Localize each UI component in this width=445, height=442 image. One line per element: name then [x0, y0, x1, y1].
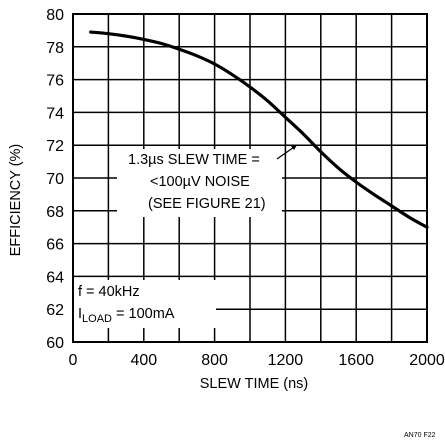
slew-note-line-2: <100µV NOISE	[150, 174, 250, 190]
series-group	[89, 30, 429, 229]
figure-id: AN70 F22	[404, 432, 436, 439]
y-tick-label: 70	[46, 171, 64, 188]
annotation-mask	[74, 280, 216, 328]
x-tick-label: 400	[130, 352, 157, 369]
y-tick-label: 62	[46, 302, 64, 319]
y-tick-label: 68	[46, 204, 64, 221]
annotation-mask	[117, 149, 282, 217]
x-tick-label: 2000	[409, 352, 445, 369]
efficiency-curve	[89, 30, 429, 229]
x-tick-label: 800	[201, 352, 228, 369]
y-tick-label: 72	[46, 138, 64, 155]
y-tick-label: 66	[46, 237, 64, 254]
plot-frame	[72, 13, 428, 343]
iload-subscript: LOAD	[82, 313, 112, 325]
y-tick-label: 60	[46, 335, 64, 352]
freq-condition: f = 40kHz	[78, 284, 140, 300]
slew-note-line-3: (SEE FIGURE 21)	[148, 196, 266, 212]
y-tick-label: 76	[46, 73, 64, 90]
annotation-masks	[74, 149, 282, 328]
x-tick-label: 1600	[338, 352, 374, 369]
x-axis-label: SLEW TIME (ns)	[200, 376, 309, 392]
x-tick-label: 0	[69, 352, 78, 369]
x-tick-labels: 0 400 800 1200 1600 2000	[69, 352, 445, 369]
y-tick-label: 74	[46, 105, 64, 122]
iload-value: = 100mA	[112, 306, 175, 322]
annotation-arrowhead	[291, 145, 297, 150]
iload-condition: ILOAD = 100mA	[78, 306, 175, 325]
y-tick-label: 80	[46, 7, 64, 24]
y-axis-label: EFFICIENCY (%)	[8, 144, 24, 257]
slew-note-line-1: 1.3µs SLEW TIME =	[128, 152, 260, 168]
y-tick-label: 78	[46, 40, 64, 57]
y-tick-label: 64	[46, 269, 64, 286]
y-tick-labels: 60 62 64 66 68 70 72 74 76 78 80	[46, 7, 64, 352]
x-tick-label: 1200	[268, 352, 304, 369]
iload-symbol: I	[78, 306, 82, 322]
